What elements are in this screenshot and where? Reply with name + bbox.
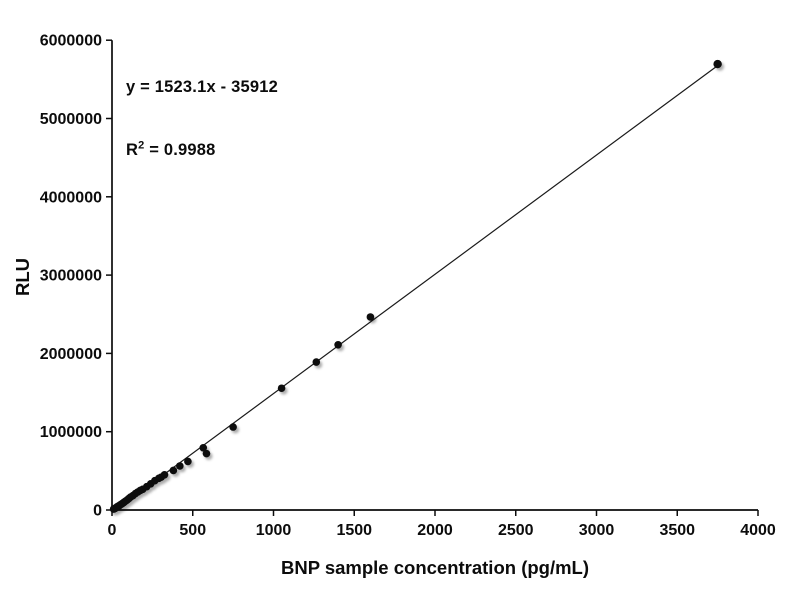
data-point [366,313,375,321]
data-point [176,462,184,470]
y-tick-label: 2000000 [40,346,102,363]
axis-ticks [106,39,759,516]
y-tick-label: 0 [93,503,102,520]
x-tick-label: 3500 [659,522,695,539]
data-point [277,384,286,393]
trendline [115,65,718,511]
r-squared-value: = 0.9988 [144,141,216,159]
data-point [312,358,321,366]
x-tick-label: 0 [108,522,117,539]
r-squared-prefix: R [126,141,139,159]
data-point [202,449,211,458]
y-tick-label: 6000000 [40,33,102,50]
data-point [229,423,237,431]
data-point [160,470,169,479]
y-tick-label: 1000000 [40,424,102,441]
x-tick-label: 1500 [336,522,372,539]
equation-text: y = 1523.1x - 35912 [126,78,278,96]
y-tick-label: 5000000 [40,111,102,128]
y-tick-label: 4000000 [40,189,102,206]
x-tick-label: 2500 [498,522,534,539]
x-tick-label: 500 [179,522,206,539]
regression-line [115,65,718,511]
axis-tick-labels: 0 500 1000 1500 2000 2500 3000 3500 4000 0 1000000… [40,33,776,539]
data-point [713,59,722,69]
data-points [109,59,722,513]
x-tick-label: 3000 [579,522,615,539]
trendline-annotation: y = 1523.1x - 35912 R2 = 0.9988 [126,35,278,203]
r-squared-superscript: 2 [138,139,145,152]
data-point [184,457,192,466]
data-point [334,340,342,349]
data-point [199,443,208,452]
x-tick-label: 4000 [740,522,776,539]
x-axis-title: BNP sample concentration (pg/mL) [280,557,590,578]
y-tick-label: 3000000 [40,268,102,285]
x-tick-label: 2000 [417,522,453,539]
y-axis-title: RLU [12,257,33,297]
x-tick-label: 1000 [256,522,292,539]
data-point [169,466,178,475]
r-squared-text: R2 = 0.9988 [126,140,278,161]
